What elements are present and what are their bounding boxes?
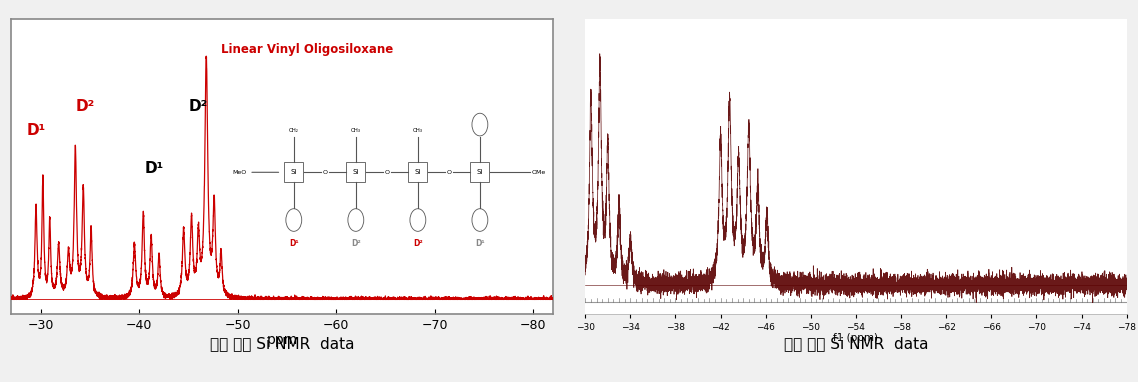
X-axis label: f1 (ppm): f1 (ppm) (833, 333, 879, 343)
Text: D¹: D¹ (26, 123, 46, 138)
Text: D²: D² (75, 99, 94, 114)
Text: 참고 논문 Si NMR  data: 참고 논문 Si NMR data (209, 336, 354, 351)
Text: 합성 물질 Si NMR  data: 합성 물질 Si NMR data (784, 336, 929, 351)
Text: D¹: D¹ (145, 161, 164, 176)
X-axis label: ppm: ppm (266, 333, 298, 347)
Text: Linear Vinyl Oligosiloxane: Linear Vinyl Oligosiloxane (221, 43, 393, 56)
Text: D²: D² (189, 99, 208, 114)
